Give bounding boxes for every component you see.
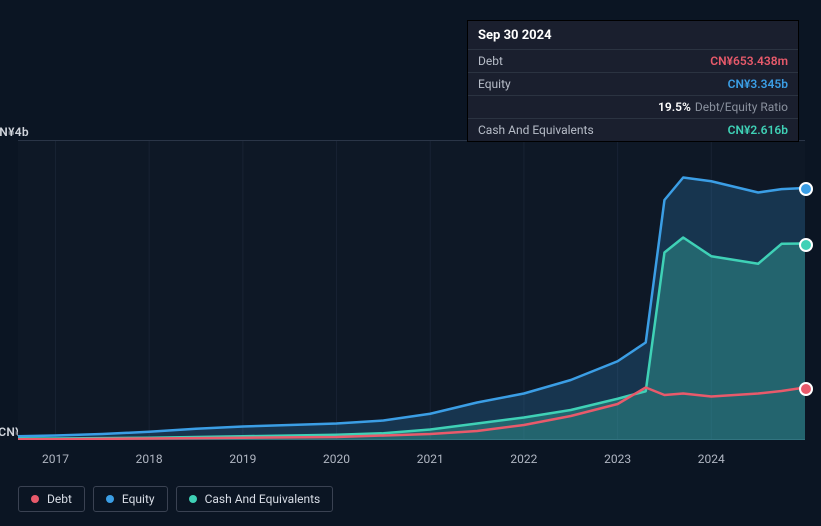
x-tick-label: 2018: [136, 452, 163, 466]
tooltip-row: Equity CN¥3.345b: [468, 72, 798, 95]
legend-item[interactable]: Debt: [18, 486, 85, 512]
chart-tooltip: Sep 30 2024 Debt CN¥653.438m Equity CN¥3.34…: [467, 20, 799, 142]
tooltip-row: Debt CN¥653.438m: [468, 49, 798, 72]
legend-dot-icon: [106, 495, 114, 503]
legend-item-label: Equity: [122, 492, 155, 506]
tooltip-row-value: 19.5%Debt/Equity Ratio: [658, 100, 788, 114]
tooltip-row-value: CN¥3.345b: [728, 77, 788, 91]
tooltip-row: Cash And Equivalents CN¥2.616b: [468, 118, 798, 141]
chart-plot: [18, 140, 805, 440]
x-tick-label: 2022: [510, 452, 537, 466]
y-tick-label: CN¥4b: [0, 125, 29, 139]
tooltip-row-sub: Debt/Equity Ratio: [695, 100, 788, 114]
legend-item[interactable]: Cash And Equivalents: [176, 486, 334, 512]
legend-dot-icon: [31, 495, 39, 503]
x-tick-label: 2024: [698, 452, 725, 466]
legend-item-label: Debt: [47, 492, 72, 506]
tooltip-row-label: Debt: [478, 54, 503, 68]
legend-item[interactable]: Equity: [93, 486, 168, 512]
x-tick-label: 2023: [604, 452, 631, 466]
x-tick-label: 2019: [229, 452, 256, 466]
series-end-dot: [799, 182, 813, 196]
series-end-dot: [799, 382, 813, 396]
tooltip-date: Sep 30 2024: [468, 21, 798, 49]
tooltip-row: 19.5%Debt/Equity Ratio: [468, 95, 798, 118]
x-tick-label: 2017: [42, 452, 69, 466]
tooltip-row-label: Equity: [478, 77, 511, 91]
tooltip-row-value: CN¥2.616b: [728, 123, 788, 137]
chart-legend: Debt Equity Cash And Equivalents: [18, 486, 333, 512]
x-tick-label: 2020: [323, 452, 350, 466]
tooltip-row-label: Cash And Equivalents: [478, 123, 594, 137]
legend-dot-icon: [189, 495, 197, 503]
series-end-dot: [799, 238, 813, 252]
tooltip-row-value: CN¥653.438m: [710, 54, 788, 68]
x-tick-label: 2021: [417, 452, 444, 466]
legend-item-label: Cash And Equivalents: [205, 492, 321, 506]
